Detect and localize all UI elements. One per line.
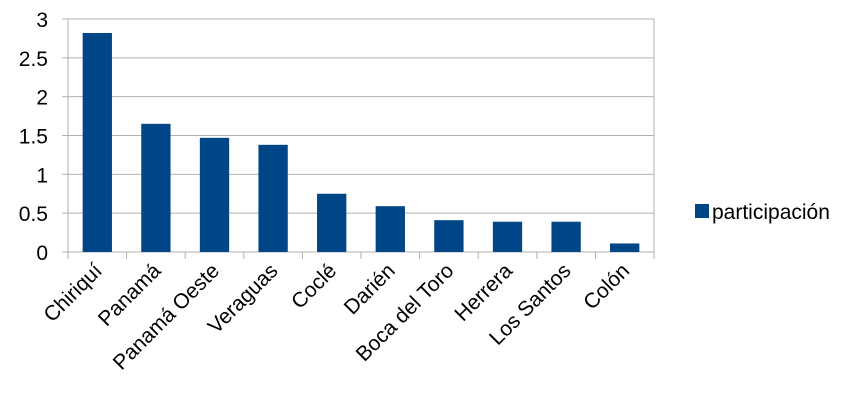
y-tick-labels: 0 0.5 1 1.5 2 2.5 3: [19, 9, 48, 265]
bar-0: [82, 32, 112, 253]
x-tick-label-2: Panamá Oeste: [109, 259, 224, 374]
y-tick-label-6: 3: [36, 9, 48, 32]
bars: [82, 32, 640, 253]
y-tick-label-4: 2: [36, 87, 48, 110]
bar-5: [375, 206, 405, 252]
y-tick-label-1: 0.5: [19, 203, 48, 226]
x-tick-label-4: Coclé: [287, 259, 341, 313]
bar-3: [258, 144, 288, 252]
bar-8: [551, 221, 581, 252]
y-tick-label-2: 1: [36, 164, 48, 187]
legend-label-participacion: participación: [712, 201, 830, 224]
y-tick-label-5: 2.5: [19, 48, 48, 71]
x-tick-label-9: Colón: [579, 259, 634, 314]
bar-2: [199, 137, 230, 252]
y-tick-label-3: 1.5: [19, 126, 48, 149]
bar-6: [434, 220, 464, 252]
bar-1: [141, 123, 171, 252]
legend-swatch-participacion: [695, 204, 709, 218]
legend: participación: [695, 201, 830, 224]
y-tick-label-0: 0: [36, 242, 48, 265]
bar-4: [317, 193, 347, 252]
bar-7: [492, 221, 523, 252]
bar-9: [610, 243, 640, 252]
